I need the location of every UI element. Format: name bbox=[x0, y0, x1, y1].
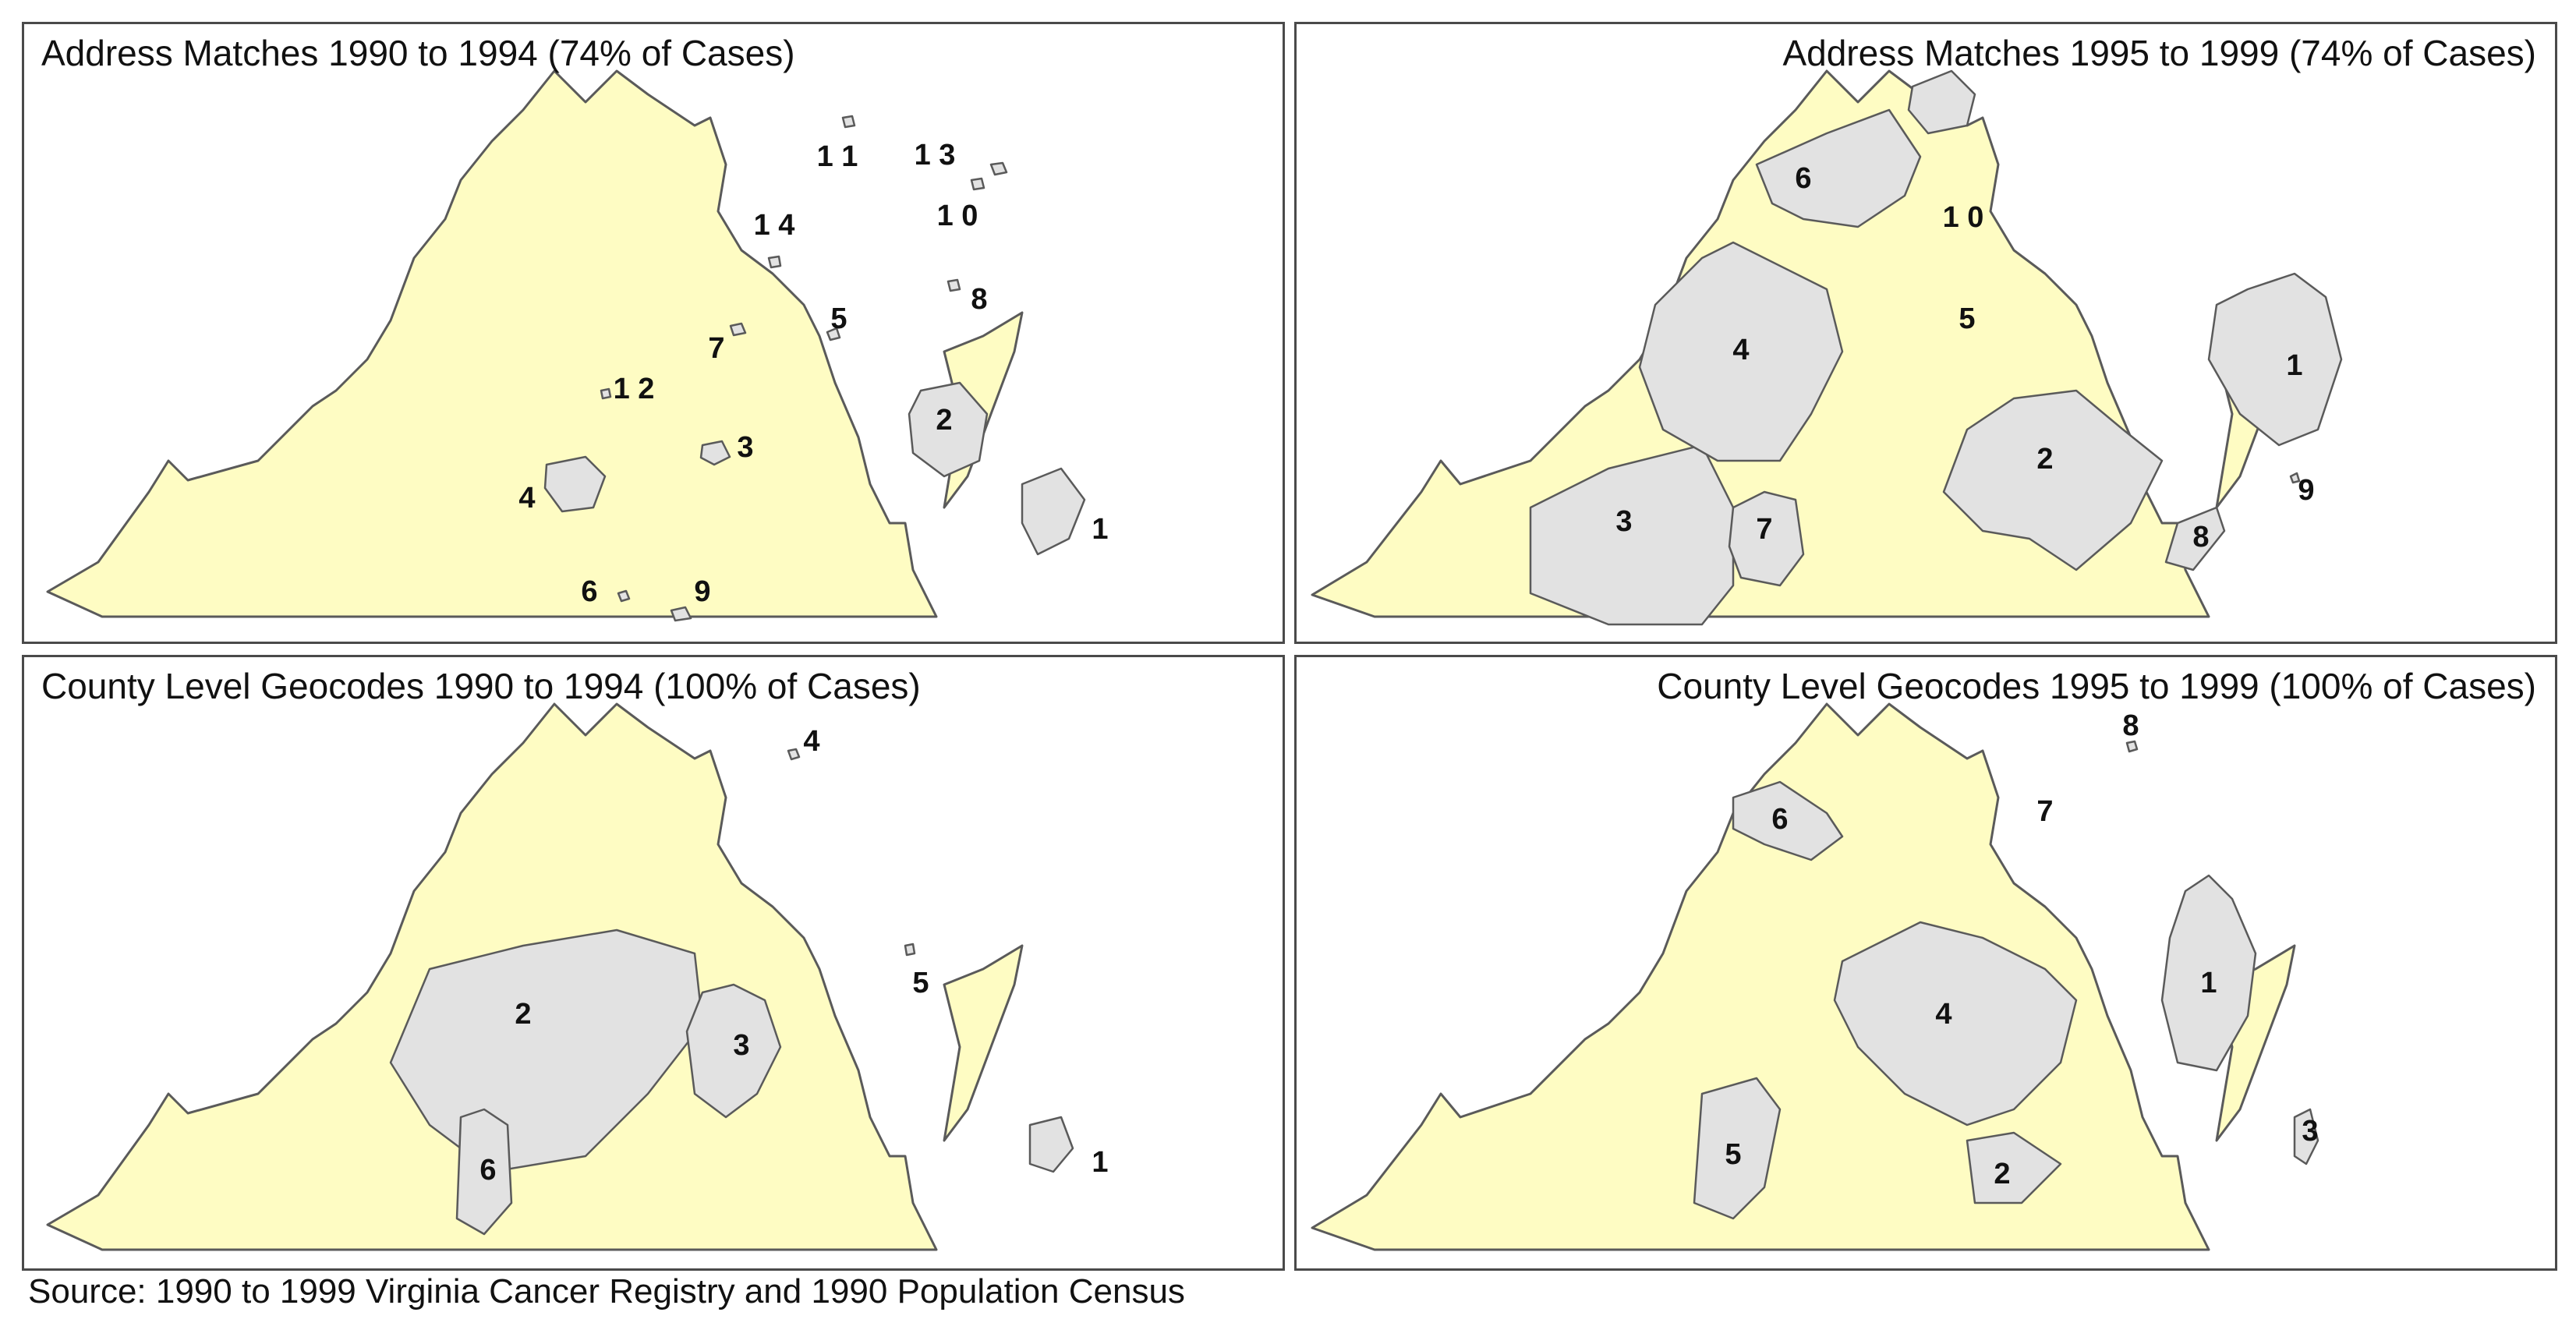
cluster-label-8: 8 bbox=[2192, 521, 2209, 554]
cluster-label-1: 1 bbox=[2286, 349, 2302, 382]
cluster-region-2 bbox=[1942, 389, 2164, 571]
cluster-label-2: 2 bbox=[515, 998, 531, 1031]
map-panel-county-1990-1994: 1 2 3 4 5 6 County Level Geocodes 1990 to 199… bbox=[22, 655, 1285, 1271]
virginia-map: 1 2 3 4 5 6 bbox=[46, 702, 1109, 1251]
cluster-label-5: 5 bbox=[912, 967, 929, 999]
cluster-label-6: 6 bbox=[581, 575, 597, 608]
cluster-region-4 bbox=[1638, 241, 1844, 462]
cluster-region-6 bbox=[617, 589, 631, 603]
cluster-label-1: 1 bbox=[1092, 1146, 1108, 1179]
cluster-label-9: 9 bbox=[2298, 474, 2314, 507]
cluster-region-14 bbox=[767, 255, 782, 269]
cluster-label-5: 5 bbox=[1725, 1138, 1741, 1171]
cluster-label-10: 1 0 bbox=[1943, 201, 1984, 234]
cluster-label-3: 3 bbox=[733, 1029, 749, 1062]
cluster-region-3 bbox=[699, 440, 731, 466]
virginia-map: 1 2 3 4 5 6 7 8 9 1 0 bbox=[1311, 69, 2343, 626]
cluster-region-1 bbox=[1028, 1116, 1074, 1173]
cluster-region-4 bbox=[543, 455, 607, 513]
cluster-label-5: 5 bbox=[1959, 302, 1975, 335]
virginia-map: 1 2 3 4 5 6 7 8 9 1 0 1 1 1 2 1 3 1 4 bbox=[46, 69, 1109, 622]
eastern-shore bbox=[943, 944, 1024, 1142]
cluster-label-2: 2 bbox=[936, 404, 952, 437]
cluster-label-6: 6 bbox=[1795, 162, 1811, 195]
cluster-region-10 bbox=[970, 177, 985, 191]
cluster-label-8: 8 bbox=[2122, 709, 2139, 742]
panel-title: Address Matches 1995 to 1999 (74% of Cas… bbox=[1782, 33, 2536, 73]
cluster-label-6: 6 bbox=[1771, 803, 1788, 836]
cluster-region-3 bbox=[1529, 444, 1735, 626]
cluster-region-6 bbox=[1755, 108, 1922, 228]
cluster-label-8: 8 bbox=[971, 283, 987, 316]
panel-title: County Level Geocodes 1995 to 1999 (100%… bbox=[1657, 666, 2536, 706]
cluster-label-4: 4 bbox=[518, 482, 535, 515]
cluster-region-5 bbox=[904, 943, 916, 957]
cluster-label-6: 6 bbox=[479, 1154, 496, 1187]
cluster-label-3: 3 bbox=[1615, 505, 1632, 538]
cluster-label-1: 1 bbox=[2200, 967, 2217, 999]
cluster-region-3 bbox=[2293, 1108, 2319, 1165]
cluster-region-1 bbox=[2207, 272, 2343, 447]
cluster-region-2 bbox=[1966, 1131, 2062, 1204]
cluster-label-4: 4 bbox=[1732, 334, 1749, 366]
cluster-region-7 bbox=[729, 322, 747, 337]
cluster-label-9: 9 bbox=[694, 575, 710, 608]
cluster-region-8 bbox=[2164, 506, 2226, 571]
map-panel-address-1990-1994: 1 2 3 4 5 6 7 8 9 1 0 1 1 1 2 1 3 1 4 Address Matches… bbox=[22, 22, 1285, 644]
cluster-label-7: 7 bbox=[708, 332, 724, 365]
cluster-label-10: 1 0 bbox=[937, 200, 978, 232]
cluster-label-4: 4 bbox=[803, 725, 819, 758]
cluster-region-4 bbox=[1833, 921, 2078, 1127]
cluster-region-2 bbox=[908, 381, 989, 478]
cluster-region-9 bbox=[2289, 472, 2301, 484]
cluster-region-6 bbox=[1732, 780, 1844, 861]
cluster-region-3 bbox=[685, 983, 782, 1119]
cluster-label-7: 7 bbox=[2036, 795, 2053, 828]
cluster-region-1 bbox=[1021, 467, 1086, 556]
cluster-region-13 bbox=[989, 161, 1008, 176]
cluster-label-5: 5 bbox=[830, 302, 847, 335]
cluster-label-2: 2 bbox=[2036, 443, 2053, 476]
cluster-region-5 bbox=[1693, 1077, 1782, 1220]
cluster-region-9 bbox=[670, 606, 692, 622]
cluster-label-11: 1 1 bbox=[817, 140, 858, 173]
cluster-label-13: 1 3 bbox=[915, 139, 956, 172]
cluster-region-1 bbox=[2160, 874, 2257, 1072]
panel-title: Address Matches 1990 to 1994 (74% of Cas… bbox=[41, 33, 795, 73]
cluster-label-1: 1 bbox=[1092, 513, 1108, 546]
virginia-state-outline bbox=[46, 69, 938, 618]
virginia-map: 1 2 3 4 5 6 7 8 bbox=[1311, 702, 2319, 1251]
source-note: Source: 1990 to 1999 Virginia Cancer Reg… bbox=[28, 1272, 1185, 1310]
cluster-region-10 bbox=[1907, 69, 1976, 135]
cluster-region-2 bbox=[389, 928, 704, 1173]
cluster-label-3: 3 bbox=[737, 431, 753, 464]
cluster-region-12 bbox=[600, 387, 612, 400]
panel-title: County Level Geocodes 1990 to 1994 (100%… bbox=[41, 666, 921, 706]
map-panel-county-1995-1999: 1 2 3 4 5 6 7 8 County Level Geocodes 1995 to 1… bbox=[1294, 655, 2557, 1271]
cluster-label-12: 1 2 bbox=[614, 373, 655, 405]
cluster-label-7: 7 bbox=[1756, 513, 1772, 546]
cluster-label-2: 2 bbox=[1994, 1158, 2010, 1190]
cluster-region-4 bbox=[787, 748, 801, 761]
cluster-label-14: 1 4 bbox=[754, 209, 795, 242]
cluster-region-8 bbox=[2125, 740, 2139, 753]
cluster-label-3: 3 bbox=[2302, 1115, 2318, 1148]
cluster-region-8 bbox=[947, 278, 961, 292]
cluster-label-4: 4 bbox=[1935, 998, 1951, 1031]
map-panel-address-1995-1999: 1 2 3 4 5 6 7 8 9 1 0 Address Matches 1995 to 199… bbox=[1294, 22, 2557, 644]
cluster-region-6 bbox=[455, 1108, 513, 1236]
cluster-region-7 bbox=[1728, 490, 1805, 587]
cluster-region-5 bbox=[826, 327, 841, 341]
cluster-region-11 bbox=[841, 115, 856, 129]
